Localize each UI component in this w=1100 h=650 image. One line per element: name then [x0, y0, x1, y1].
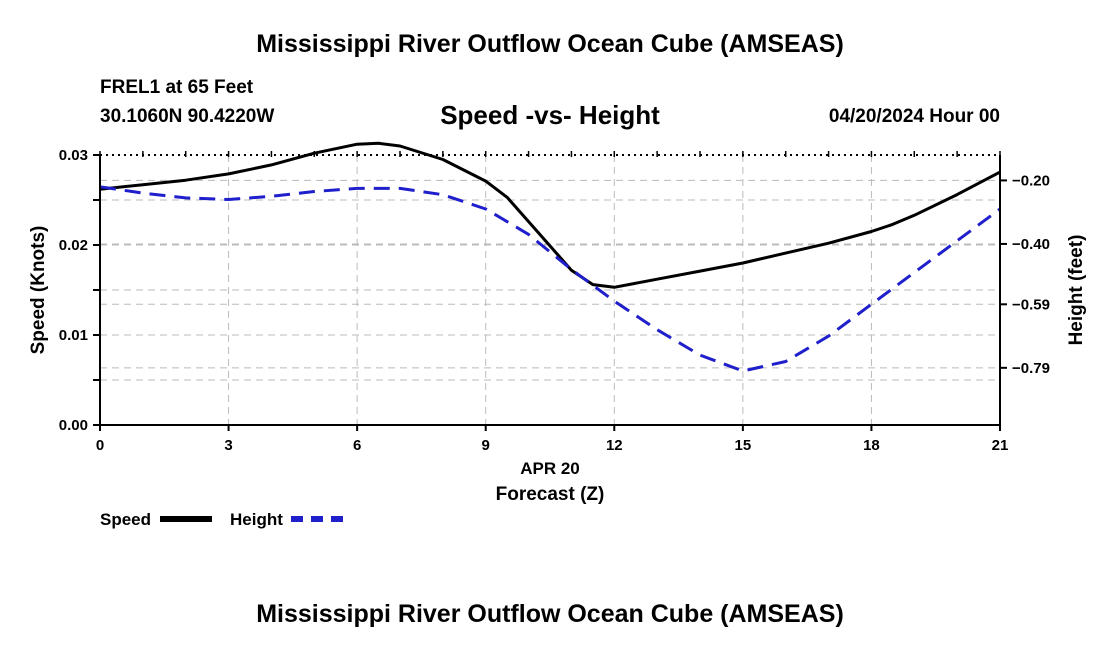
x-axis-tick-label: 15 — [735, 437, 752, 454]
x-axis-tick-label: 18 — [863, 437, 880, 454]
x-axis-date-label: APR 20 — [520, 459, 580, 478]
y-axis-left-tick-label: 0.03 — [59, 147, 88, 164]
station-coordinates: 30.1060N 90.4220W — [100, 106, 275, 127]
station-name: FREL1 at 65 Feet — [100, 77, 254, 98]
series-speed-line — [99, 141, 1001, 289]
y-axis-left-title: Speed (Knots) — [28, 226, 49, 355]
x-axis-tick-label: 9 — [482, 437, 490, 454]
legend-height-swatch — [291, 516, 343, 522]
x-axis-title: Forecast (Z) — [496, 484, 605, 505]
y-axis-right-tick-label: −0.40 — [1012, 236, 1050, 253]
x-axis-tick-label: 21 — [992, 437, 1009, 454]
forecast-date: 04/20/2024 Hour 00 — [828, 106, 1000, 127]
main-title: Mississippi River Outflow Ocean Cube (AM… — [256, 30, 844, 58]
y-axis-left-tick-label: 0.01 — [59, 327, 88, 344]
axis-ticks: 0 3 6 9 12 15 18 21 0.00 0.01 0.02 0.03 −0.20 −0.40 −0… — [59, 147, 1050, 454]
x-axis-tick-label: 12 — [606, 437, 623, 454]
x-axis-tick-label: 3 — [224, 437, 232, 454]
y-axis-right-tick-label: −0.59 — [1012, 296, 1050, 313]
grid — [100, 155, 1000, 425]
x-axis-tick-label: 0 — [96, 437, 104, 454]
y-axis-right-tick-label: −0.79 — [1012, 360, 1050, 377]
legend-speed-label: Speed — [100, 510, 152, 529]
y-axis-right-tick-label: −0.20 — [1012, 172, 1050, 189]
legend-speed-swatch — [160, 516, 212, 522]
series-layer — [99, 141, 1001, 373]
legend-height-label: Height — [230, 510, 283, 529]
footer-title: Mississippi River Outflow Ocean Cube (AM… — [256, 600, 844, 628]
series-height-line — [99, 185, 1001, 373]
x-axis-tick-label: 6 — [353, 437, 361, 454]
y-axis-left-tick-label: 0.00 — [59, 417, 88, 434]
y-axis-left-tick-label: 0.02 — [59, 237, 88, 254]
y-axis-right-title: Height (feet) — [1066, 235, 1087, 346]
chart-title: Speed -vs- Height — [440, 100, 660, 130]
